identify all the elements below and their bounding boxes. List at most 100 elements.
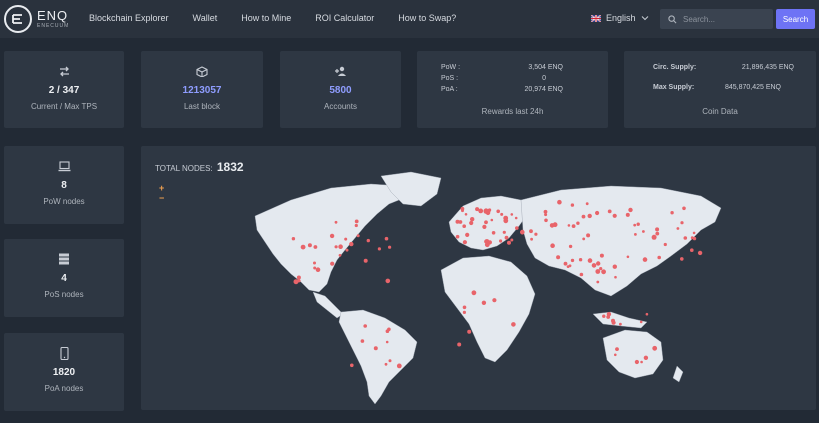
node-marker[interactable] xyxy=(363,258,368,263)
node-marker[interactable] xyxy=(596,280,600,284)
node-marker[interactable] xyxy=(503,218,509,224)
node-marker[interactable] xyxy=(676,227,680,230)
zoom-in-button[interactable]: + xyxy=(159,183,165,193)
language-selector[interactable]: English xyxy=(591,13,649,23)
node-marker[interactable] xyxy=(626,255,630,259)
node-marker[interactable] xyxy=(293,279,299,285)
node-marker[interactable] xyxy=(315,267,321,272)
last-block-card[interactable]: 1213057 Last block xyxy=(141,51,263,128)
node-marker[interactable] xyxy=(385,278,391,284)
node-marker[interactable] xyxy=(634,233,637,236)
node-marker[interactable] xyxy=(615,347,619,351)
node-marker[interactable] xyxy=(455,219,460,224)
node-marker[interactable] xyxy=(338,253,342,257)
node-marker[interactable] xyxy=(483,208,489,214)
node-marker[interactable] xyxy=(490,218,494,222)
node-marker[interactable] xyxy=(642,257,648,262)
node-marker[interactable] xyxy=(471,290,477,296)
node-marker[interactable] xyxy=(599,253,604,258)
node-marker[interactable] xyxy=(612,213,617,218)
node-marker[interactable] xyxy=(514,216,518,220)
node-marker[interactable] xyxy=(567,224,571,227)
node-marker[interactable] xyxy=(349,241,354,247)
node-marker[interactable] xyxy=(354,223,358,228)
node-marker[interactable] xyxy=(465,232,470,237)
node-marker[interactable] xyxy=(334,245,338,249)
world-map[interactable] xyxy=(141,146,816,410)
node-marker[interactable] xyxy=(619,322,622,326)
node-marker[interactable] xyxy=(544,213,548,217)
node-marker[interactable] xyxy=(682,206,686,211)
node-marker[interactable] xyxy=(502,230,506,234)
node-marker[interactable] xyxy=(657,255,661,260)
node-marker[interactable] xyxy=(307,243,312,248)
node-marker[interactable] xyxy=(544,218,548,223)
node-marker[interactable] xyxy=(462,310,466,314)
node-marker[interactable] xyxy=(634,359,639,365)
node-marker[interactable] xyxy=(670,211,674,215)
node-marker[interactable] xyxy=(510,238,514,242)
node-marker[interactable] xyxy=(697,250,703,256)
node-marker[interactable] xyxy=(591,263,597,268)
node-marker[interactable] xyxy=(291,237,296,241)
node-marker[interactable] xyxy=(534,232,538,236)
node-marker[interactable] xyxy=(464,213,468,216)
node-marker[interactable] xyxy=(300,244,306,250)
node-marker[interactable] xyxy=(496,209,501,214)
node-marker[interactable] xyxy=(639,320,643,324)
node-marker[interactable] xyxy=(585,202,589,206)
node-marker[interactable] xyxy=(491,231,496,235)
node-marker[interactable] xyxy=(602,314,606,318)
nav-how-to-mine[interactable]: How to Mine xyxy=(241,13,292,23)
node-marker[interactable] xyxy=(462,305,467,310)
node-marker[interactable] xyxy=(581,214,586,219)
node-marker[interactable] xyxy=(614,275,617,279)
node-marker[interactable] xyxy=(384,362,388,366)
node-marker[interactable] xyxy=(628,207,633,213)
node-marker[interactable] xyxy=(543,209,548,214)
node-marker[interactable] xyxy=(484,220,488,225)
node-marker[interactable] xyxy=(642,230,645,233)
node-marker[interactable] xyxy=(568,264,572,268)
node-marker[interactable] xyxy=(492,298,497,303)
node-marker[interactable] xyxy=(510,213,514,216)
node-marker[interactable] xyxy=(504,235,509,240)
node-marker[interactable] xyxy=(563,261,568,266)
node-marker[interactable] xyxy=(586,233,591,238)
node-marker[interactable] xyxy=(529,229,533,234)
node-marker[interactable] xyxy=(692,231,696,235)
node-marker[interactable] xyxy=(612,264,617,269)
node-marker[interactable] xyxy=(354,219,359,224)
node-marker[interactable] xyxy=(690,236,694,240)
node-marker[interactable] xyxy=(455,234,460,239)
node-marker[interactable] xyxy=(579,272,584,277)
node-marker[interactable] xyxy=(663,242,667,247)
nav-wallet[interactable]: Wallet xyxy=(192,13,218,23)
node-marker[interactable] xyxy=(633,223,637,227)
node-marker[interactable] xyxy=(645,312,649,316)
node-marker[interactable] xyxy=(296,275,301,280)
node-marker[interactable] xyxy=(344,237,348,241)
node-marker[interactable] xyxy=(478,208,484,214)
search-input[interactable] xyxy=(683,14,771,24)
node-marker[interactable] xyxy=(520,231,524,235)
node-marker[interactable] xyxy=(360,339,365,343)
node-marker[interactable] xyxy=(384,236,389,241)
node-marker[interactable] xyxy=(350,363,354,368)
node-marker[interactable] xyxy=(329,233,335,239)
node-marker[interactable] xyxy=(385,340,389,344)
node-marker[interactable] xyxy=(366,238,370,243)
node-marker[interactable] xyxy=(625,212,630,217)
node-marker[interactable] xyxy=(462,240,467,245)
node-marker[interactable] xyxy=(484,239,489,244)
node-marker[interactable] xyxy=(388,359,392,363)
node-marker[interactable] xyxy=(570,203,575,207)
node-marker[interactable] xyxy=(683,236,688,240)
node-marker[interactable] xyxy=(511,322,516,327)
node-marker[interactable] xyxy=(550,243,555,248)
node-marker[interactable] xyxy=(462,224,467,228)
node-marker[interactable] xyxy=(482,224,487,229)
node-marker[interactable] xyxy=(606,315,611,319)
node-marker[interactable] xyxy=(571,224,576,228)
node-marker[interactable] xyxy=(467,329,472,334)
